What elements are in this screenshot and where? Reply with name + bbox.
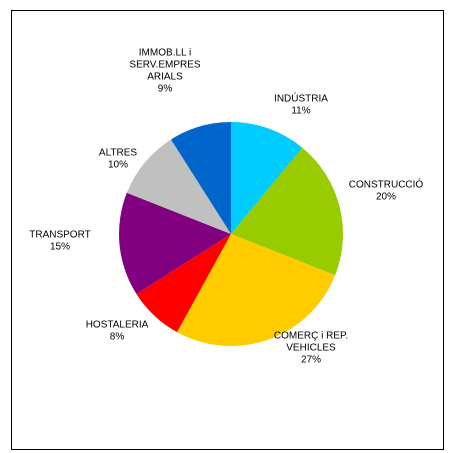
slice-category-label: ALTRES xyxy=(99,148,137,159)
slice-category-label: COMERÇ i REP. xyxy=(274,331,348,342)
slice-percent-label: 11% xyxy=(291,106,310,117)
slice-label: CONSTRUCCIÓ 20% xyxy=(349,178,424,203)
slice-label: ALTRES 10% xyxy=(99,148,137,171)
slice-percent-label: 20% xyxy=(376,192,396,203)
slice-category-label: VEHICLES xyxy=(286,343,336,354)
pie-slice xyxy=(126,139,231,234)
pie-slice xyxy=(231,122,303,234)
slice-percent-label: 8% xyxy=(110,332,125,343)
slice-percent-label: 15% xyxy=(50,242,70,253)
slice-label: TRANSPORT 15% xyxy=(29,230,91,253)
slice-percent-label: 10% xyxy=(108,160,128,171)
slice-category-label: CONSTRUCCIÓ xyxy=(349,178,424,191)
slice-label: COMERÇ i REP. VEHICLES 27% xyxy=(274,331,348,366)
slice-category-label: IMMOB.LL i xyxy=(139,48,191,59)
slice-category-label: TRANSPORT xyxy=(29,230,91,241)
slice-category-label: ARIALS xyxy=(147,72,183,83)
pie-slice xyxy=(136,234,231,333)
slice-label: INDÚSTRIA 11% xyxy=(274,92,328,117)
pie-slice xyxy=(119,192,231,295)
slice-percent-label: 9% xyxy=(158,84,173,95)
slice-label: HOSTALERIA 8% xyxy=(86,320,149,343)
slice-category-label: HOSTALERIA xyxy=(86,320,149,331)
pie-slice xyxy=(177,234,336,347)
slice-category-label: SERV.EMPRES xyxy=(129,60,200,71)
pie-slice xyxy=(231,147,343,276)
pie-labels: INDÚSTRIA 11% CONSTRUCCIÓ 20% COMERÇ i REP. V… xyxy=(29,48,423,366)
slice-percent-label: 27% xyxy=(301,355,321,366)
pie-slices xyxy=(119,122,343,347)
slice-label: IMMOB.LL i SERV.EMPRES ARIALS 9% xyxy=(129,48,200,95)
slice-category-label: INDÚSTRIA xyxy=(274,92,328,105)
pie-slice xyxy=(170,122,231,234)
